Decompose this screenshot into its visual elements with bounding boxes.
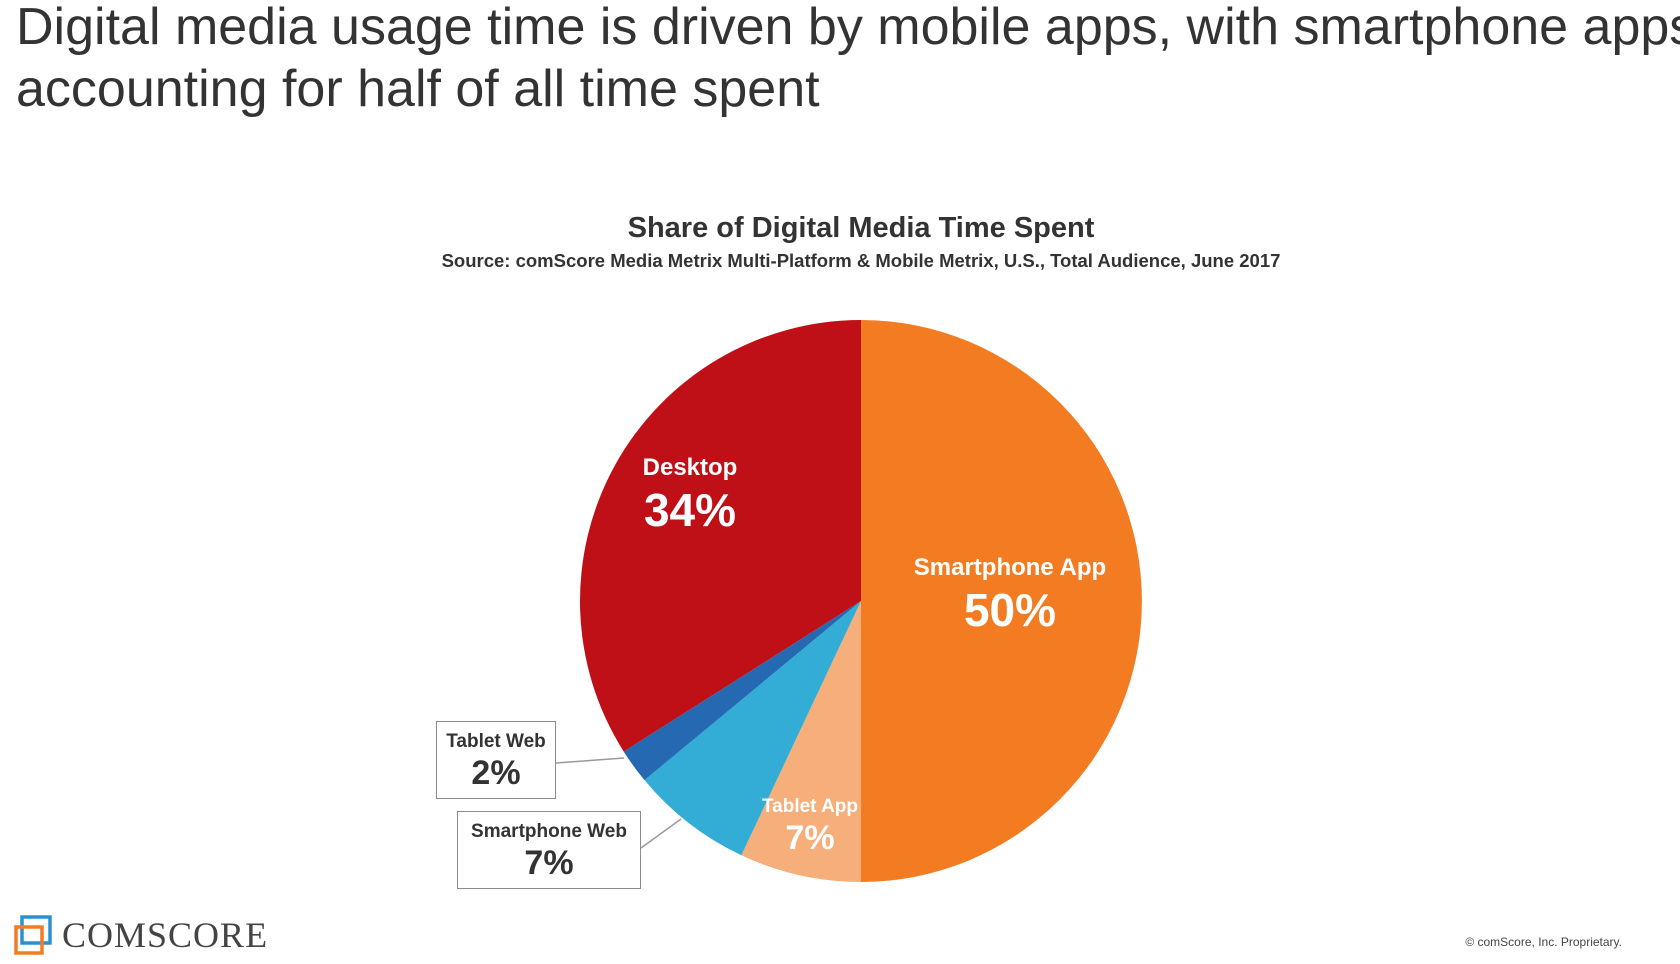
slice-label-tablet-app: Tablet App 7%: [745, 796, 875, 858]
slice-label-desktop-value: 34%: [643, 484, 737, 536]
slide-headline-line-2: accounting for half of all time spent: [16, 60, 820, 118]
slice-label-desktop: Desktop 34%: [590, 454, 790, 538]
slide-headline: Digital media usage time is driven by mo…: [16, 0, 1680, 120]
slice-label-tablet-app-value: 7%: [785, 819, 835, 857]
slice-label-desktop-name: Desktop: [642, 454, 738, 481]
slice-label-smartphone-app-value: 50%: [963, 584, 1057, 636]
slice-label-smartphone-app-name: Smartphone App: [913, 554, 1107, 581]
callout-smartphone-web: Smartphone Web 7%: [457, 811, 641, 889]
callout-tablet-web: Tablet Web 2%: [436, 721, 556, 799]
pie-slice-smartphone-web: [644, 601, 861, 856]
comscore-logo: COMSCORE: [14, 913, 268, 957]
chart-subtitle: Source: comScore Media Metrix Multi-Plat…: [441, 250, 1281, 271]
slice-label-smartphone-app: Smartphone App 50%: [880, 554, 1140, 638]
callout-smartphone-web-name: Smartphone Web: [471, 821, 627, 842]
callout-tablet-web-name: Tablet Web: [446, 731, 546, 752]
pie-slices: [580, 320, 1142, 882]
comscore-logo-icon: [14, 915, 52, 955]
callout-smartphone-web-value: 7%: [524, 844, 574, 882]
comscore-logo-text: COMSCORE: [62, 915, 269, 955]
pie-leader-lines: [555, 757, 682, 849]
leader-line-tablet-web: [555, 757, 625, 764]
slide-headline-line-1: Digital media usage time is driven by mo…: [16, 0, 1680, 56]
slice-label-tablet-app-name: Tablet App: [761, 796, 859, 817]
pie-slice-desktop: [580, 320, 861, 752]
copyright-notice: © comScore, Inc. Proprietary.: [1465, 935, 1622, 949]
chart-title: Share of Digital Media Time Spent: [627, 212, 1095, 244]
leader-line-smartphone-web: [640, 818, 682, 849]
pie-slice-tablet-app: [741, 601, 861, 882]
pie-slice-tablet-web: [623, 601, 861, 781]
pie-slice-smartphone-app: [861, 320, 1142, 882]
callout-tablet-web-value: 2%: [471, 754, 521, 792]
